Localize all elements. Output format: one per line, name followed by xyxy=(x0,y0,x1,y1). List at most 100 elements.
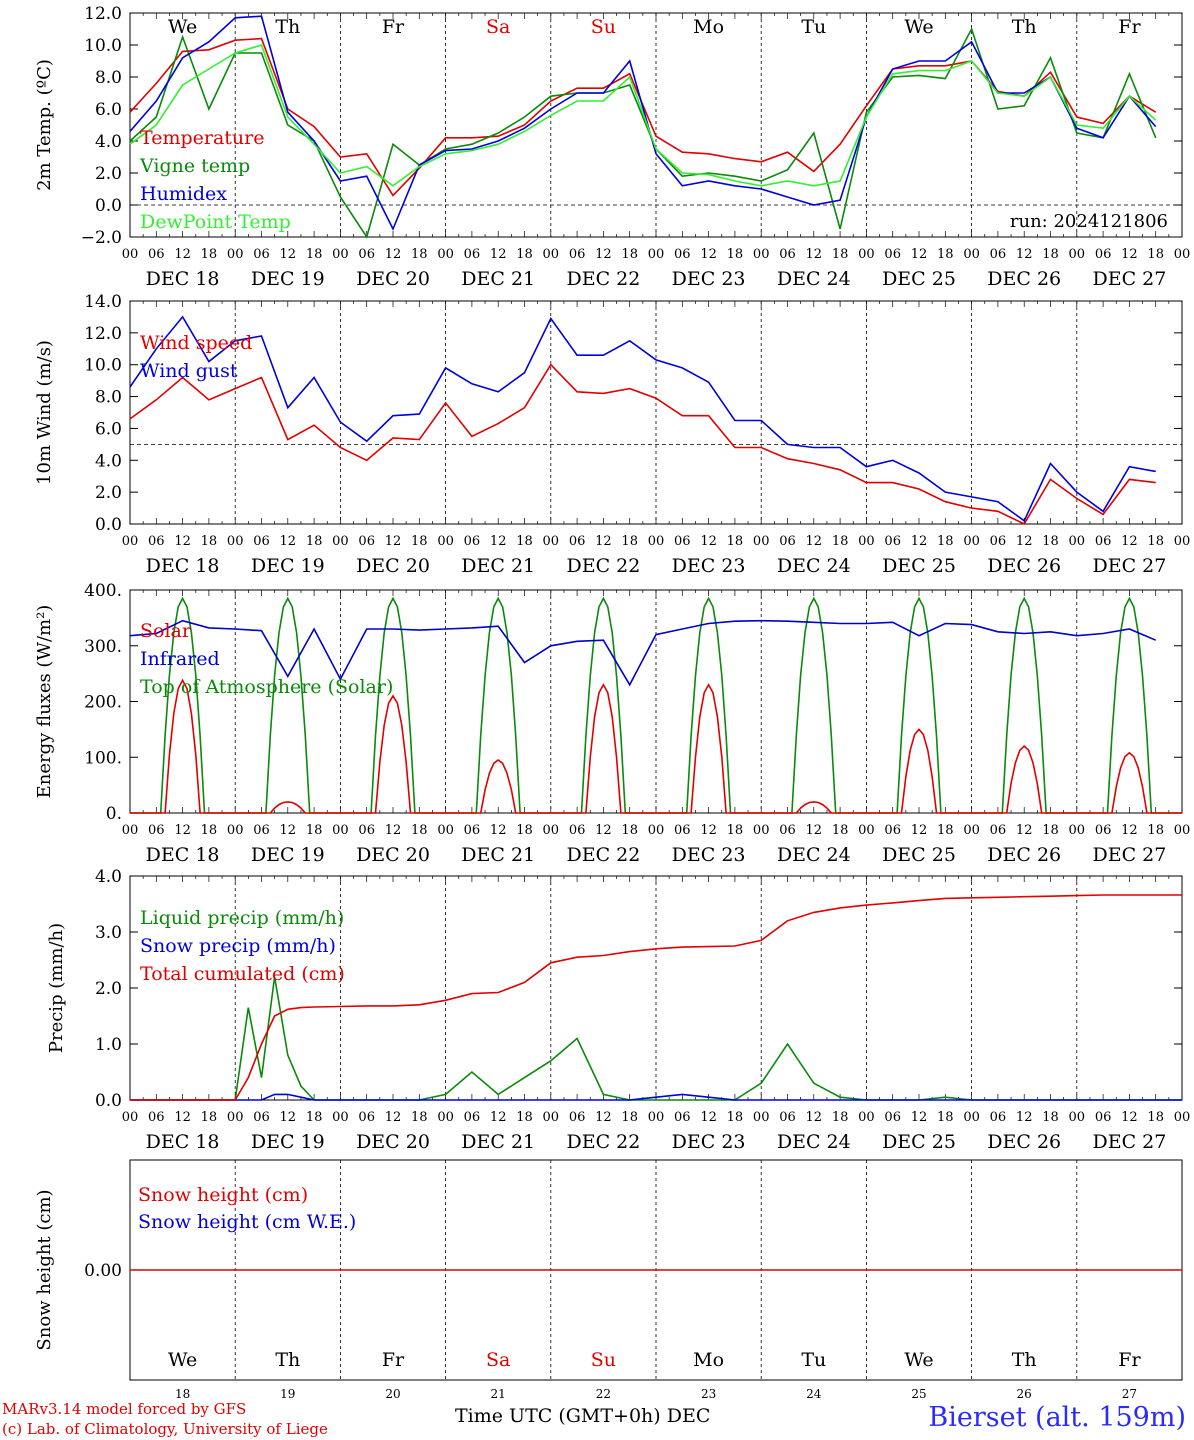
date-label: DEC 26 xyxy=(987,1131,1061,1153)
legend-entry: Snow precip (mm/h) xyxy=(140,935,336,957)
day-label-bottom: Mo xyxy=(693,1349,724,1371)
day-label-bottom: Fr xyxy=(1118,1349,1141,1371)
hour-tick-label: 06 xyxy=(464,823,481,838)
hour-tick-label: 18 xyxy=(1042,247,1059,262)
date-label: DEC 21 xyxy=(461,268,535,290)
date-label: DEC 27 xyxy=(1092,268,1166,290)
hour-tick-label: 00 xyxy=(858,534,875,549)
hour-tick-label: 18 xyxy=(621,534,638,549)
day-number: 27 xyxy=(1122,1387,1137,1400)
hour-tick-label: 06 xyxy=(884,534,901,549)
y-tick-label: 6.0 xyxy=(95,100,122,120)
hour-tick-label: 06 xyxy=(358,1110,375,1125)
hour-tick-label: 18 xyxy=(411,823,428,838)
hour-tick-label: 06 xyxy=(569,1110,586,1125)
hour-tick-label: 12 xyxy=(700,247,717,262)
hour-tick-label: 18 xyxy=(937,823,954,838)
hour-tick-label: 18 xyxy=(201,247,218,262)
hour-tick-label: 00 xyxy=(858,247,875,262)
hour-tick-label: 00 xyxy=(1174,247,1191,262)
station-name: Bierset (alt. 159m) xyxy=(928,1402,1186,1433)
legend-entry: Vigne temp xyxy=(139,155,250,177)
hour-tick-label: 18 xyxy=(832,1110,849,1125)
hour-tick-label: 06 xyxy=(990,1110,1007,1125)
date-label: DEC 21 xyxy=(461,1131,535,1153)
y-tick-label: 2.0 xyxy=(95,483,122,503)
date-label: DEC 23 xyxy=(672,844,746,866)
hour-tick-label: 12 xyxy=(806,534,823,549)
y-tick-label: 12.0 xyxy=(84,324,122,344)
date-label: DEC 19 xyxy=(251,555,325,577)
date-label: DEC 27 xyxy=(1092,844,1166,866)
run-annotation: run: 2024121806 xyxy=(1010,211,1168,232)
hour-tick-label: 00 xyxy=(753,1110,770,1125)
y-axis-label: 10m Wind (m/s) xyxy=(34,340,55,485)
legend-entry: Snow height (cm) xyxy=(138,1184,308,1206)
date-label: DEC 22 xyxy=(566,268,640,290)
hour-tick-label: 00 xyxy=(543,534,560,549)
hour-tick-label: 18 xyxy=(1042,534,1059,549)
hour-tick-label: 00 xyxy=(437,1110,454,1125)
hour-tick-label: 06 xyxy=(464,534,481,549)
date-label: DEC 25 xyxy=(882,268,956,290)
hour-tick-label: 12 xyxy=(595,1110,612,1125)
date-label: DEC 25 xyxy=(882,844,956,866)
hour-tick-label: 00 xyxy=(437,534,454,549)
hour-tick-label: 18 xyxy=(306,534,323,549)
hour-tick-label: 00 xyxy=(963,247,980,262)
hour-tick-label: 18 xyxy=(832,823,849,838)
hour-tick-label: 06 xyxy=(779,534,796,549)
date-label: DEC 25 xyxy=(882,1131,956,1153)
hour-tick-label: 00 xyxy=(648,823,665,838)
legend-entry: Temperature xyxy=(140,127,264,149)
hour-tick-label: 00 xyxy=(963,534,980,549)
hour-tick-label: 00 xyxy=(753,534,770,549)
day-label-top: Th xyxy=(1012,16,1037,38)
hour-tick-label: 12 xyxy=(595,534,612,549)
hour-tick-label: 00 xyxy=(227,247,244,262)
hour-tick-label: 18 xyxy=(306,247,323,262)
temp-series-line xyxy=(129,44,1157,187)
hour-tick-label: 00 xyxy=(227,534,244,549)
y-tick-label: 12.0 xyxy=(84,4,122,24)
date-label: DEC 22 xyxy=(566,844,640,866)
y-tick-label: 1.0 xyxy=(95,1035,122,1055)
hour-tick-label: 12 xyxy=(490,1110,507,1125)
hour-tick-label: 18 xyxy=(1147,247,1164,262)
y-tick-label: 0.0 xyxy=(95,1091,122,1111)
hour-tick-label: 18 xyxy=(937,247,954,262)
hour-tick-label: 06 xyxy=(674,1110,691,1125)
x-axis-title: Time UTC (GMT+0h) DEC xyxy=(455,1405,710,1427)
hour-tick-label: 12 xyxy=(595,247,612,262)
model-credit: MARv3.14 model forced by GFS xyxy=(2,1400,247,1418)
hour-tick-label: 18 xyxy=(306,823,323,838)
day-label-top: We xyxy=(168,16,197,38)
wind-series-line xyxy=(129,315,1156,523)
hour-tick-label: 12 xyxy=(806,247,823,262)
hour-tick-label: 06 xyxy=(253,823,270,838)
hour-tick-label: 18 xyxy=(727,823,744,838)
date-label: DEC 18 xyxy=(146,268,220,290)
y-tick-label: 0.0 xyxy=(95,196,122,216)
day-number: 20 xyxy=(385,1387,400,1400)
hour-tick-label: 18 xyxy=(411,1110,428,1125)
day-label-bottom: We xyxy=(168,1349,197,1371)
hour-tick-label: 06 xyxy=(253,247,270,262)
y-tick-label: 0.0 xyxy=(95,515,122,535)
day-number: 24 xyxy=(806,1387,822,1400)
hour-tick-label: 00 xyxy=(753,247,770,262)
date-label: DEC 23 xyxy=(672,268,746,290)
day-label-bottom: Tu xyxy=(801,1349,826,1371)
hour-tick-label: 12 xyxy=(490,247,507,262)
legend-entry: Infrared xyxy=(140,648,220,670)
day-number: 21 xyxy=(491,1387,506,1400)
hour-tick-label: 06 xyxy=(884,823,901,838)
precip-series-line xyxy=(130,1093,1182,1101)
infrared-line xyxy=(129,619,1157,687)
hour-tick-label: 00 xyxy=(122,1110,139,1125)
hour-tick-label: 18 xyxy=(621,823,638,838)
date-label: DEC 27 xyxy=(1092,555,1166,577)
hour-tick-label: 18 xyxy=(411,247,428,262)
hour-tick-label: 12 xyxy=(911,823,928,838)
y-axis-label: 2m Temp. (ºC) xyxy=(34,59,55,191)
